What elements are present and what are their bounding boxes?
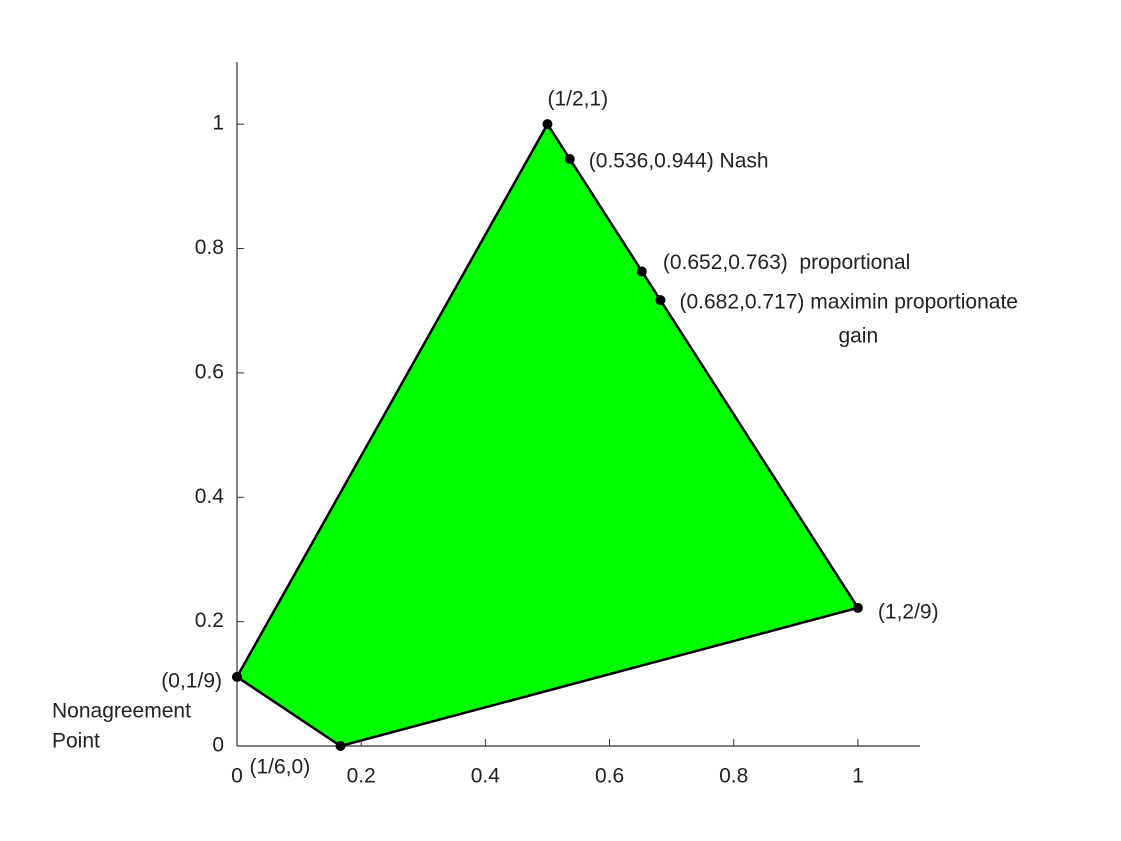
x-tick-label: 0.8 xyxy=(719,765,748,788)
point-label: (0,1/9) xyxy=(161,669,222,692)
point xyxy=(335,741,346,751)
y-tick-label: 0 xyxy=(212,734,224,757)
point-label: (1/2,1) xyxy=(547,88,608,111)
point xyxy=(655,295,666,306)
point-label: Point xyxy=(52,729,100,752)
point-label: gain xyxy=(838,325,878,348)
point xyxy=(636,266,647,277)
feasible-region xyxy=(235,122,860,748)
y-tick-label: 0.8 xyxy=(195,236,224,259)
x-tick-label: 0.4 xyxy=(471,765,501,788)
y-tick-label: 0.6 xyxy=(195,360,224,383)
point-label: (0.652,0.763) proportional xyxy=(663,251,911,274)
x-tick-label: 0.2 xyxy=(347,765,376,788)
x-tick-label: 0 xyxy=(231,765,243,788)
x-tick-label: 1 xyxy=(852,765,864,788)
y-tick-label: 0.2 xyxy=(195,609,224,632)
y-tick-label: 1 xyxy=(212,112,224,135)
point-label: (1,2/9) xyxy=(878,600,939,623)
y-tick-label: 0.4 xyxy=(195,485,225,508)
point-label: Nonagreement xyxy=(52,699,191,722)
point-label: (1/6,0) xyxy=(250,756,311,779)
point xyxy=(852,602,863,613)
point xyxy=(232,671,242,682)
x-tick-label: 0.6 xyxy=(595,765,624,788)
point xyxy=(564,154,575,165)
point xyxy=(542,119,553,130)
point-label: (0.682,0.717) maximin proportionate xyxy=(679,291,1018,314)
point-label: (0.536,0.944) Nash xyxy=(589,150,769,173)
